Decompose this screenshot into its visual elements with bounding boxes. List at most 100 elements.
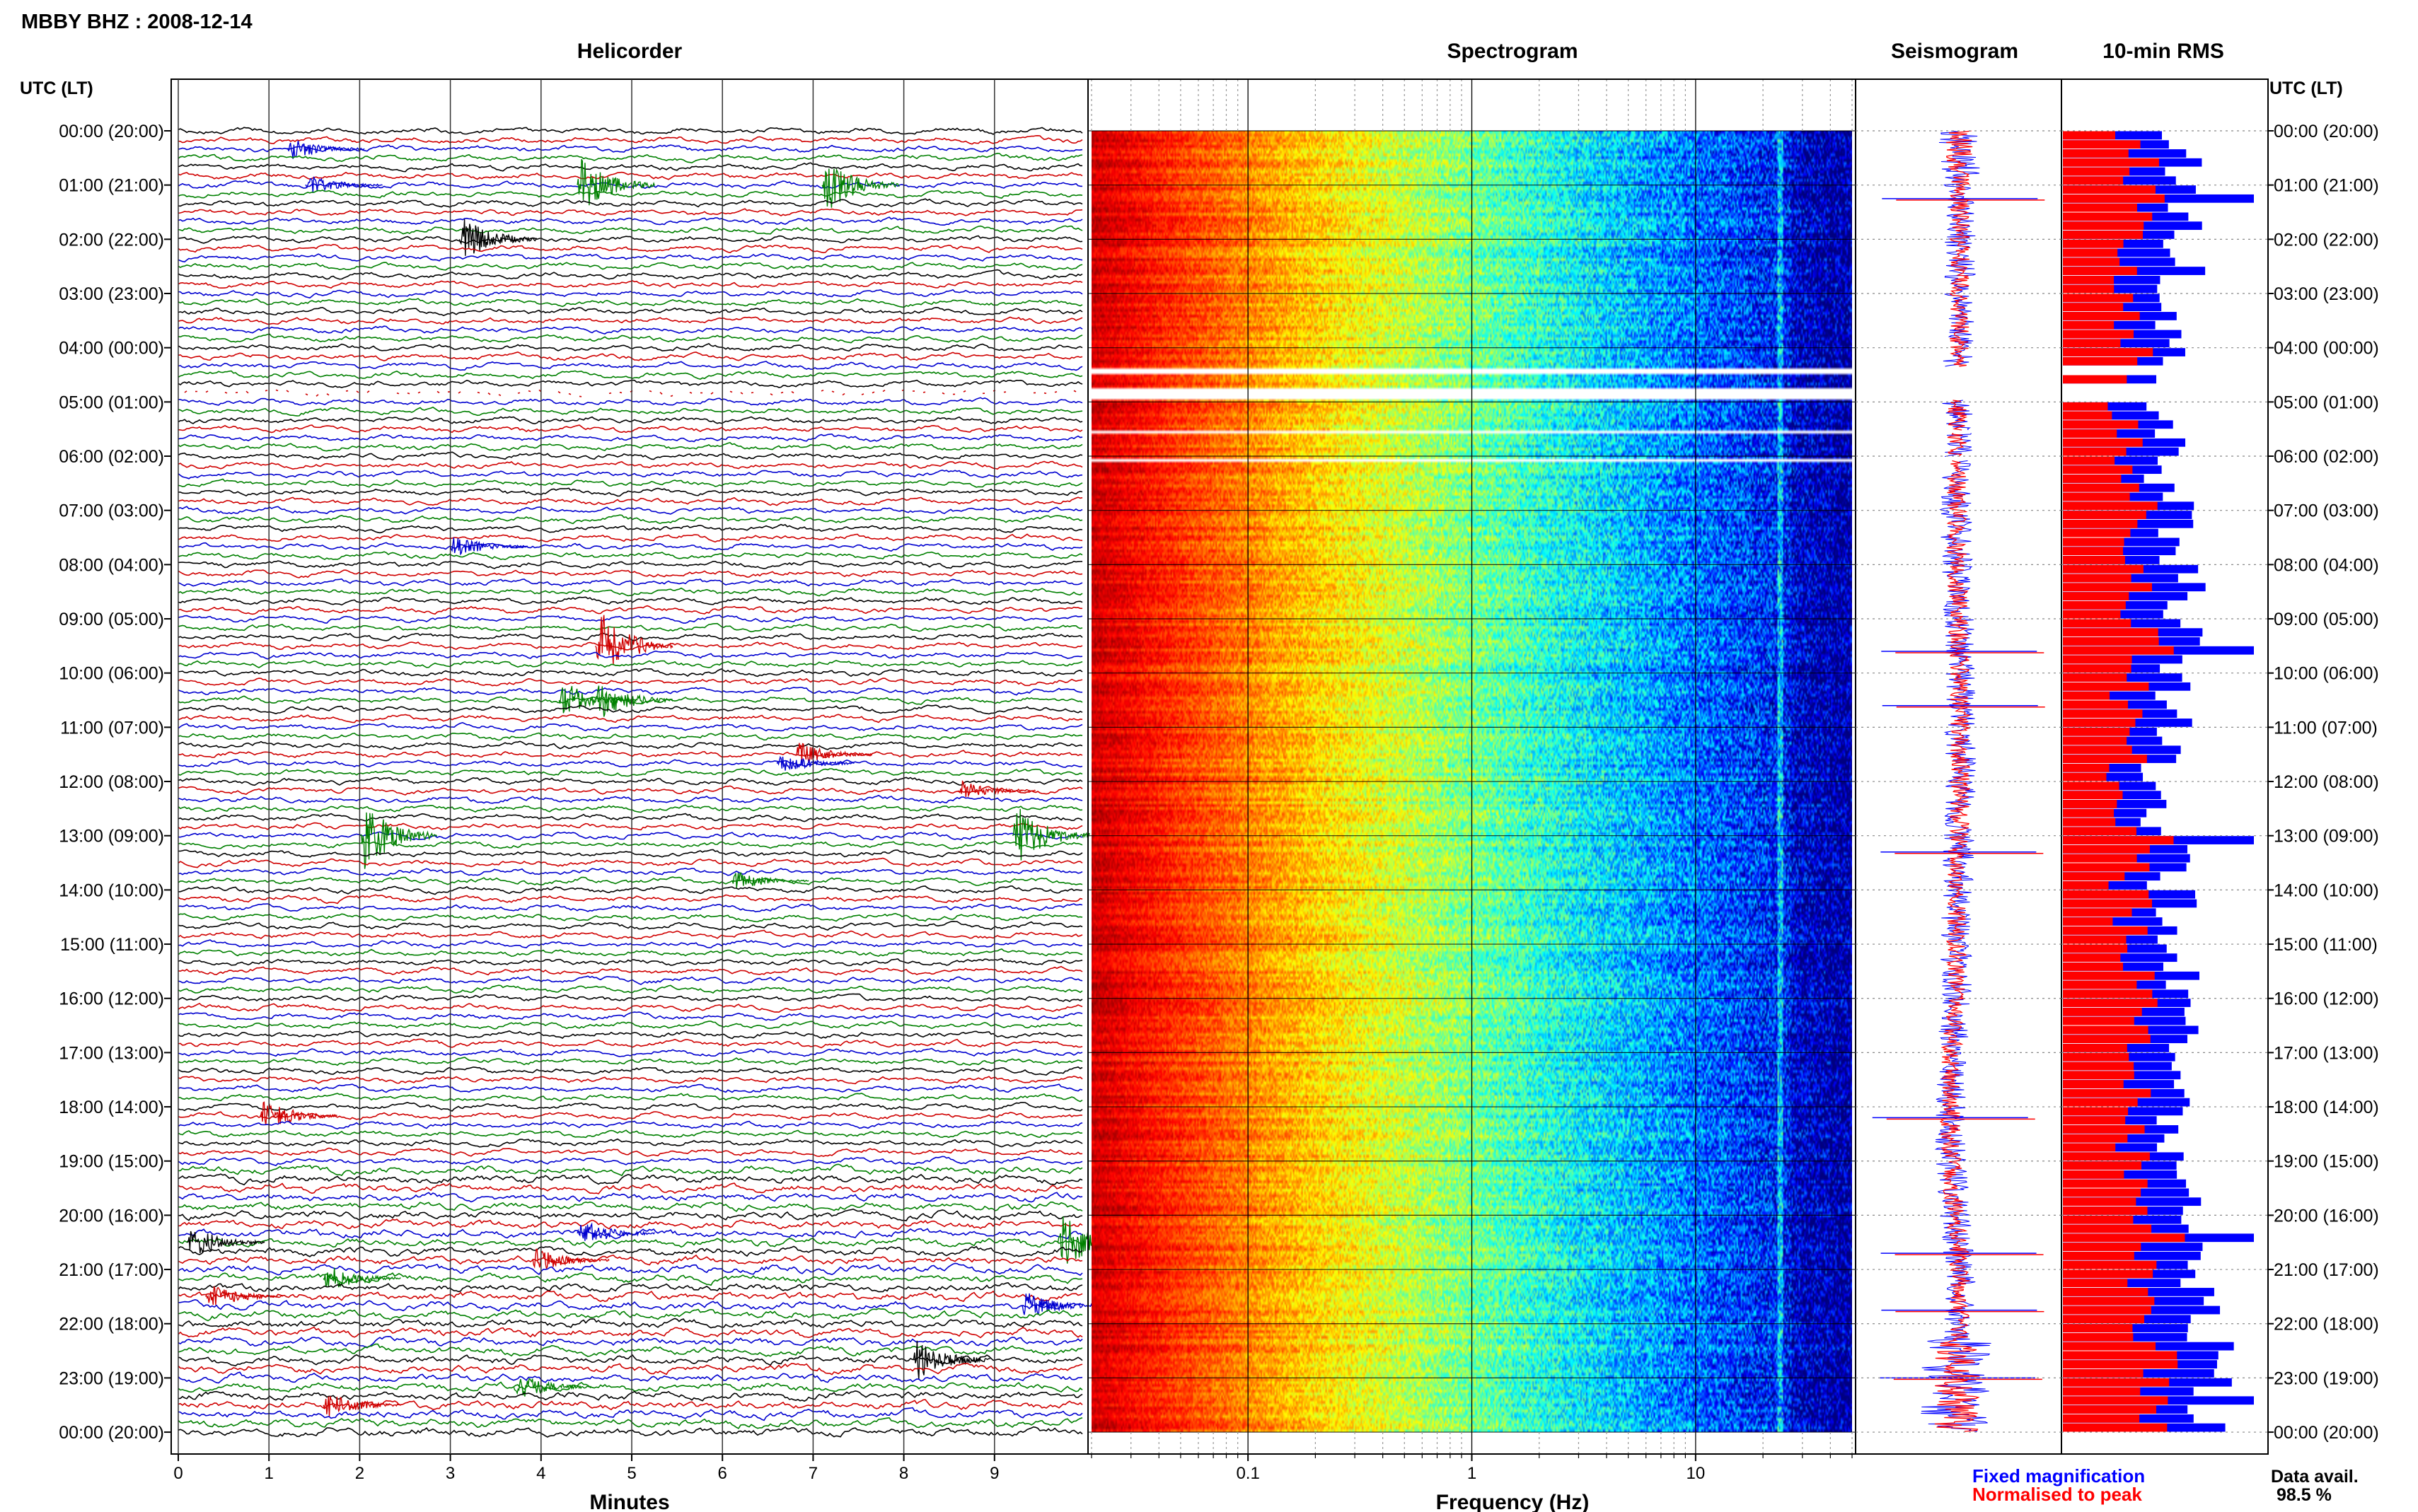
rms-bar-normalised: [2063, 1062, 2134, 1071]
helicorder-trace: [178, 1120, 1083, 1130]
time-label-left: 09:00 (05:00): [59, 610, 164, 629]
rms-bar-normalised: [2063, 411, 2112, 420]
helicorder-trace: [178, 542, 1083, 552]
helicorder-trace: [178, 316, 1083, 325]
rms-bar-normalised: [2063, 980, 2137, 989]
helicorder-trace: [178, 523, 1083, 534]
helicorder-trace: [178, 965, 1083, 976]
rms-bar-normalised: [2063, 483, 2139, 492]
helicorder-trace: [178, 1262, 1083, 1277]
helicorder-event: [187, 1231, 265, 1254]
rms-bar-normalised: [2063, 908, 2132, 917]
helicorder-trace: [178, 867, 1083, 877]
time-label-right: 08:00 (04:00): [2274, 555, 2379, 575]
rms-bar-normalised: [2063, 844, 2150, 854]
rms-bar-normalised: [2063, 1088, 2151, 1098]
rms-bar-normalised: [2063, 185, 2156, 194]
rms-bar-normalised: [2063, 1179, 2148, 1188]
helicorder-trace: [178, 1326, 1083, 1339]
helicorder-trace: [178, 134, 1083, 145]
helicorder-trace: [178, 1182, 1083, 1194]
rms-bar-normalised: [2063, 212, 2153, 221]
helicorder-trace: [178, 1192, 1083, 1203]
helicorder-trace: [178, 406, 1083, 417]
time-label-left: 17:00 (13:00): [59, 1043, 164, 1063]
rms-bar-normalised: [2063, 791, 2123, 800]
time-label-right: 22:00 (18:00): [2274, 1315, 2379, 1334]
rms-bar-normalised: [2063, 1233, 2185, 1243]
helicorder-trace: [178, 460, 1083, 470]
rms-bar-normalised: [2063, 231, 2144, 239]
rms-bar-normalised: [2063, 664, 2131, 673]
helicorder-trace: [178, 1290, 1083, 1303]
helicorder-trace: [178, 668, 1083, 678]
helicorder-trace: [178, 351, 1083, 362]
rms-bar-normalised: [2063, 1378, 2170, 1387]
helicorder-event: [323, 1267, 401, 1288]
time-label-left: 06:00 (02:00): [59, 447, 164, 467]
rms-bar-normalised: [2063, 257, 2120, 267]
time-label-right: 19:00 (15:00): [2274, 1152, 2379, 1172]
helicorder-trace: [178, 804, 1083, 813]
time-label-left: 05:00 (01:00): [59, 392, 164, 412]
helicorder-traces: [178, 127, 1136, 1438]
rms-bar-normalised: [2063, 1035, 2151, 1044]
rms-bar-normalised: [2063, 194, 2165, 203]
rms-bar-normalised: [2063, 176, 2124, 185]
helicorder-trace: [178, 1201, 1083, 1212]
rms-bar-normalised: [2063, 475, 2122, 483]
helicorder-trace: [178, 794, 1083, 804]
rms-bar-normalised: [2063, 1405, 2156, 1414]
data-avail-label: Data avail.: [2271, 1467, 2359, 1487]
rms-bar-normalised: [2063, 348, 2153, 356]
helicorder-trace: [178, 289, 1083, 299]
minute-tick-label: 4: [536, 1464, 545, 1483]
rms-bar-normalised: [2063, 375, 2127, 384]
frequency-axis-label: Frequency (Hz): [1436, 1491, 1590, 1512]
helicorder-trace: [178, 506, 1083, 515]
rms-bar-normalised: [2063, 637, 2159, 646]
rms-bar-normalised: [2063, 781, 2119, 791]
helicorder-trace: [178, 1020, 1083, 1030]
helicorder-trace: [178, 1208, 1083, 1221]
frequency-tick-label: 10: [1687, 1464, 1706, 1483]
helicorder-trace: [178, 1219, 1083, 1231]
helicorder-trace: [178, 768, 1083, 777]
helicorder-trace: [178, 180, 1083, 190]
rms-bar-normalised: [2063, 881, 2109, 890]
rms-bar-normalised: [2063, 935, 2127, 944]
rms-bar-normalised: [2063, 727, 2130, 736]
helicorder-trace: [178, 171, 1083, 180]
time-label-right: 04:00 (00:00): [2274, 339, 2379, 359]
rms-bar-normalised: [2063, 429, 2117, 438]
rms-bar-normalised: [2063, 854, 2137, 863]
helicorder-trace: [178, 298, 1083, 308]
helicorder-trace: [178, 424, 1083, 434]
minute-tick-label: 5: [627, 1464, 636, 1483]
helicorder-trace: [178, 1002, 1083, 1013]
rms-bar-normalised: [2063, 149, 2129, 158]
helicorder-trace: [178, 208, 1083, 217]
rms-bar-normalised: [2063, 1288, 2148, 1296]
rms-bar-normalised: [2063, 646, 2174, 655]
helicorder-trace: [178, 1245, 1083, 1257]
helicorder-trace: [178, 1390, 1083, 1402]
helicorder-trace: [178, 704, 1083, 715]
rms-bar-normalised: [2063, 1332, 2134, 1342]
helicorder-trace: [178, 587, 1083, 597]
helicorder-trace: [178, 1407, 1083, 1421]
rms-bar-normalised: [2063, 1369, 2144, 1378]
rms-bar-normalised: [2063, 312, 2140, 320]
rms-bar-normalised: [2063, 1098, 2138, 1107]
helicorder-trace: [178, 269, 1083, 280]
helicorder-event: [957, 780, 1036, 798]
helicorder-trace: [178, 496, 1083, 506]
rms-bar-normalised: [2063, 547, 2124, 556]
helicorder-trace: [178, 361, 1083, 371]
helicorder-trace: [178, 822, 1083, 831]
helicorder-event: [794, 743, 873, 763]
rms-bar-normalised: [2063, 700, 2129, 709]
rms-bar-normalised: [2063, 320, 2115, 330]
time-label-right: 15:00 (11:00): [2274, 935, 2378, 955]
helicorder-trace: [178, 1066, 1083, 1076]
